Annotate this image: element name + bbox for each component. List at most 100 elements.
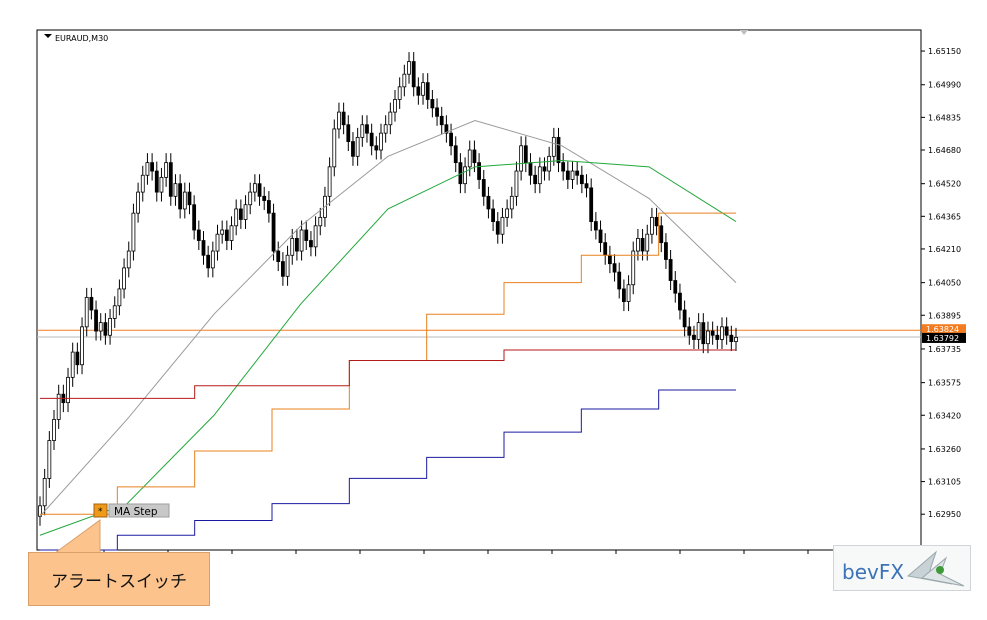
candle-body: [379, 132, 383, 151]
candle-body: [579, 174, 584, 185]
candle-body: [98, 322, 103, 332]
candle-body: [383, 124, 388, 134]
candle-body: [136, 191, 140, 214]
candle-body: [89, 296, 94, 311]
candle-body: [570, 170, 575, 180]
candle-body: [108, 318, 112, 336]
candle-body: [47, 440, 52, 479]
candle-body: [472, 149, 477, 164]
candle-body: [309, 240, 313, 248]
alert-switch-callout: アラートスイッチ: [28, 552, 210, 606]
candle-body: [295, 238, 299, 252]
candle-body: [327, 166, 332, 197]
candle-body: [42, 478, 47, 507]
candle-body: [626, 284, 631, 302]
candle-body: [621, 288, 626, 302]
price-label: 1.63824: [926, 325, 959, 334]
candle-body: [477, 162, 481, 180]
candle-body: [187, 191, 192, 206]
candle-body: [453, 145, 458, 164]
candle-body: [117, 288, 122, 307]
candle-body: [640, 238, 645, 252]
candle-body: [435, 107, 439, 117]
y-tick-label: 1.64835: [928, 113, 961, 122]
candle-body: [238, 208, 243, 220]
y-tick-label: 1.63735: [928, 345, 961, 354]
candle-body: [481, 179, 486, 197]
candle-body: [575, 170, 580, 176]
candle-body: [201, 240, 206, 256]
asterisk-icon: *: [98, 507, 103, 517]
bird-logo-icon: [906, 550, 965, 587]
y-tick-label: 1.64365: [928, 212, 961, 221]
candle-body: [196, 229, 201, 241]
candle-body: [374, 145, 379, 151]
candle-body: [631, 250, 636, 286]
candle-body: [402, 73, 407, 88]
candle-body: [500, 216, 505, 235]
y-tick-label: 1.63575: [928, 379, 961, 388]
candle-body: [486, 195, 491, 210]
y-tick-label: 1.64210: [928, 245, 961, 254]
menu-triangle-icon: [44, 34, 52, 38]
candle-body: [66, 376, 70, 404]
candle-body: [150, 162, 155, 172]
candle-body: [318, 216, 323, 227]
candle-body: [70, 351, 75, 378]
indicator-name-box: [108, 503, 170, 518]
candle-body: [523, 145, 528, 164]
candle-body: [206, 254, 211, 269]
candle-body: [654, 216, 659, 227]
candle-body: [519, 145, 524, 172]
candle-body: [411, 61, 416, 88]
candle-body: [126, 250, 131, 269]
candle-body: [337, 111, 341, 130]
candle-body: [388, 111, 393, 126]
candle-body: [346, 124, 351, 142]
candle-body: [636, 238, 640, 252]
candle-body: [182, 191, 187, 210]
candle-body: [439, 115, 444, 126]
candle-body: [734, 336, 738, 342]
candle-body: [407, 61, 411, 75]
candle-body: [313, 225, 318, 248]
candle-body: [145, 162, 150, 176]
candle-body: [650, 216, 654, 235]
candle-body: [556, 136, 561, 164]
y-tick-label: 1.63260: [928, 445, 961, 454]
candle-body: [463, 166, 467, 185]
candle-body: [509, 195, 514, 210]
candle-body: [706, 330, 710, 345]
moving-average-line: [39, 119, 737, 517]
candle-body: [449, 132, 453, 147]
candle-body: [290, 238, 295, 256]
candle-body: [280, 261, 285, 277]
candle-body: [285, 254, 290, 277]
candle-body: [393, 99, 397, 113]
candle-body: [584, 183, 589, 189]
y-tick-label: 1.63105: [928, 478, 961, 487]
candle-body: [598, 229, 603, 244]
candle-body: [229, 225, 234, 241]
candle-body: [210, 250, 215, 269]
candle-body: [84, 296, 89, 328]
candle-body: [56, 393, 61, 420]
candle-body: [687, 326, 692, 336]
candle-body: [701, 322, 706, 345]
y-tick-label: 1.64520: [928, 180, 961, 189]
candle-body: [94, 309, 98, 332]
candle-body: [397, 86, 402, 100]
alert-switch-button[interactable]: [93, 503, 108, 518]
candle-body: [351, 141, 355, 157]
candle-body: [467, 149, 472, 168]
candle-body: [724, 326, 729, 336]
candle-body: [243, 204, 248, 220]
candle-body: [612, 263, 617, 273]
indicator-name: MA Step: [114, 506, 158, 518]
candle-body: [192, 204, 197, 231]
candle-body: [131, 212, 136, 252]
candle-body: [495, 221, 500, 235]
candle-body: [514, 170, 519, 197]
candle-body: [332, 128, 337, 168]
